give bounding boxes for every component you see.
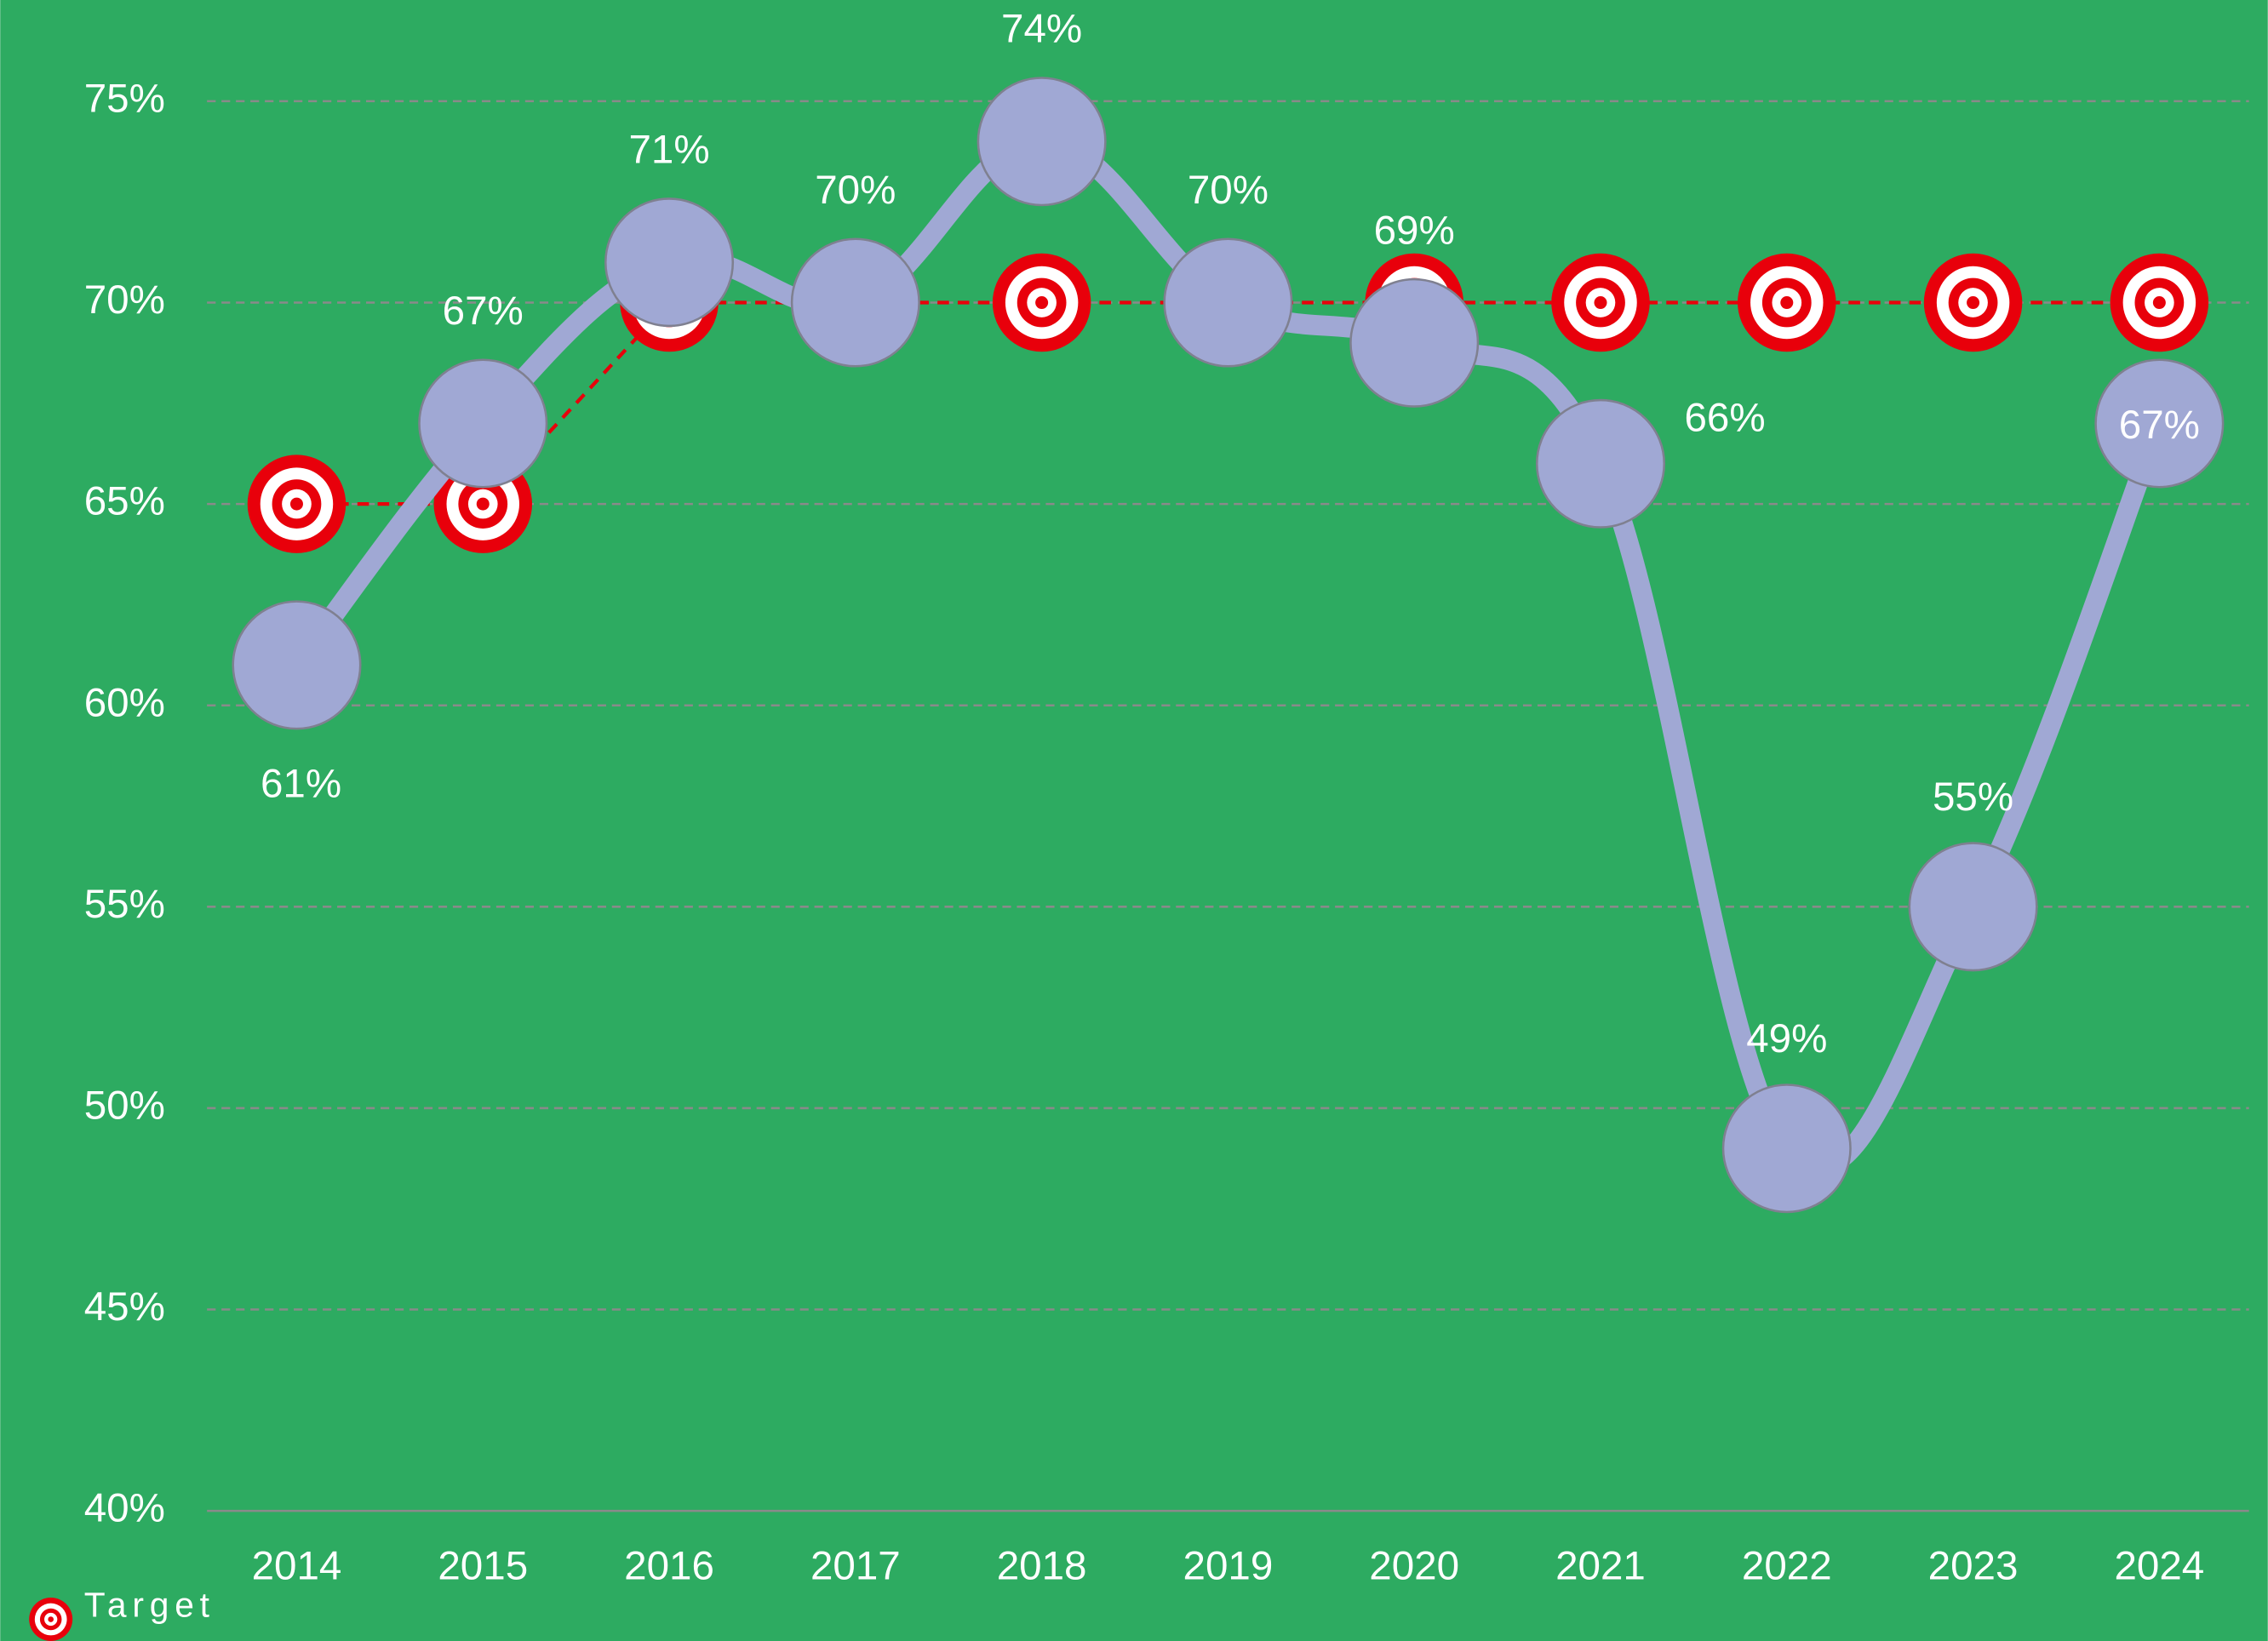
y-tick-label: 70% — [84, 277, 165, 323]
target-ring — [1967, 296, 1980, 310]
x-tick-label: 2017 — [810, 1544, 901, 1589]
y-tick-label: 45% — [84, 1284, 165, 1329]
data-label: 55% — [1933, 775, 2013, 820]
x-tick-label: 2023 — [1928, 1544, 2019, 1589]
data-label: 70% — [1188, 168, 1269, 213]
data-label: 49% — [1746, 1016, 1827, 1061]
marker — [790, 237, 920, 368]
data-label: 74% — [1001, 7, 1082, 52]
x-tick-label: 2015 — [438, 1544, 528, 1589]
target-ring — [289, 497, 303, 511]
x-tick-label: 2022 — [1742, 1544, 1832, 1589]
target-ring — [476, 497, 490, 511]
marker — [418, 358, 548, 489]
target-ring — [2152, 296, 2166, 310]
marker — [2094, 358, 2225, 489]
x-tick-label: 2014 — [252, 1544, 342, 1589]
marker — [976, 77, 1107, 207]
x-tick-label: 2020 — [1369, 1544, 1459, 1589]
data-label: 67% — [443, 289, 524, 334]
data-label: 66% — [1684, 395, 1765, 440]
legend-label: Target — [84, 1586, 215, 1625]
marker — [1721, 1084, 1852, 1214]
data-label: 67% — [2119, 403, 2200, 448]
target-ring — [1594, 296, 1607, 310]
data-label: 70% — [815, 168, 896, 213]
target-ring — [1035, 296, 1049, 310]
y-tick-label: 50% — [84, 1083, 165, 1128]
target-ring — [1780, 296, 1794, 310]
y-tick-label: 60% — [84, 680, 165, 725]
marker — [1535, 398, 1666, 529]
y-tick-label: 75% — [84, 76, 165, 121]
data-label: 71% — [628, 128, 709, 173]
marker — [1163, 237, 1293, 368]
data-label: 61% — [261, 762, 341, 807]
x-tick-label: 2018 — [997, 1544, 1087, 1589]
data-label: 69% — [1374, 208, 1455, 253]
x-tick-label: 2024 — [2114, 1544, 2204, 1589]
x-tick-label: 2019 — [1183, 1544, 1274, 1589]
target-ring — [48, 1616, 54, 1622]
x-tick-label: 2016 — [624, 1544, 714, 1589]
y-tick-label: 55% — [84, 882, 165, 927]
marker — [232, 600, 362, 730]
marker — [1908, 842, 2038, 972]
y-tick-label: 40% — [84, 1486, 165, 1531]
x-tick-label: 2021 — [1555, 1544, 1646, 1589]
marker — [604, 197, 735, 328]
y-tick-label: 65% — [84, 479, 165, 524]
marker — [1349, 277, 1480, 408]
